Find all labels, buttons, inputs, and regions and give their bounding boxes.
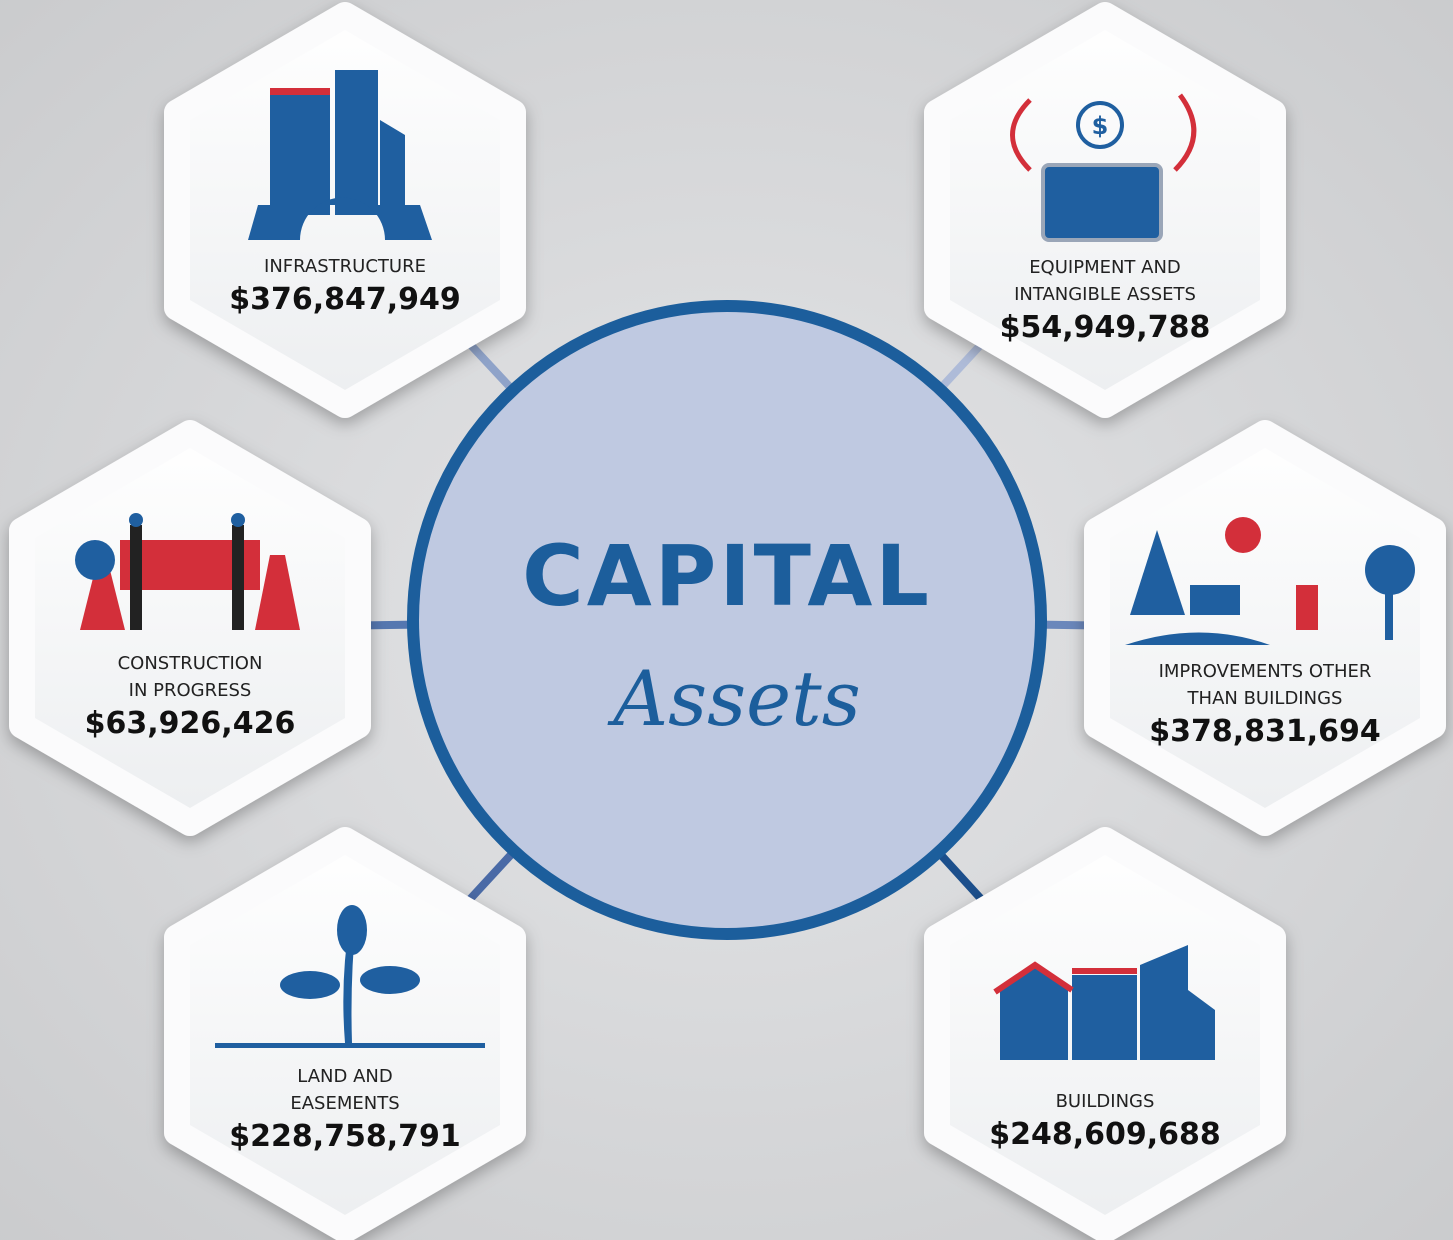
icon-buildings bbox=[993, 945, 1215, 1060]
node-label: INFRASTRUCTURE bbox=[264, 256, 426, 277]
hexagon bbox=[9, 420, 371, 836]
center-subtitle: Assets bbox=[607, 654, 860, 743]
node-label: LAND AND bbox=[297, 1066, 392, 1087]
node-label: CONSTRUCTION bbox=[118, 653, 263, 674]
node-label: IMPROVEMENTS OTHER bbox=[1159, 661, 1372, 682]
node-amount: $228,758,791 bbox=[229, 1119, 461, 1154]
node-label: THAN BUILDINGS bbox=[1187, 688, 1343, 709]
node-label: IN PROGRESS bbox=[129, 680, 252, 701]
node-label: INTANGIBLE ASSETS bbox=[1014, 284, 1196, 305]
node-amount: $248,609,688 bbox=[989, 1117, 1221, 1152]
hexagon bbox=[1084, 420, 1446, 836]
svg-text:$: $ bbox=[1092, 112, 1109, 140]
node-amount: $63,926,426 bbox=[85, 706, 296, 741]
icon-infrastructure bbox=[248, 70, 432, 240]
node-amount: $54,949,788 bbox=[1000, 310, 1211, 345]
center-circle bbox=[407, 300, 1047, 940]
node-amount: $376,847,949 bbox=[229, 282, 461, 317]
icon-equipment: $ bbox=[1010, 93, 1197, 242]
node-label: BUILDINGS bbox=[1056, 1091, 1155, 1112]
icon-construction bbox=[75, 513, 300, 630]
icon-land bbox=[215, 905, 485, 1048]
node-label: EASEMENTS bbox=[290, 1093, 399, 1114]
icon-improvements bbox=[1125, 517, 1415, 645]
node-label: EQUIPMENT AND bbox=[1029, 257, 1181, 278]
node-amount: $378,831,694 bbox=[1149, 714, 1381, 749]
center-title: CAPITAL bbox=[522, 527, 932, 625]
icons: $ bbox=[75, 70, 1415, 1060]
